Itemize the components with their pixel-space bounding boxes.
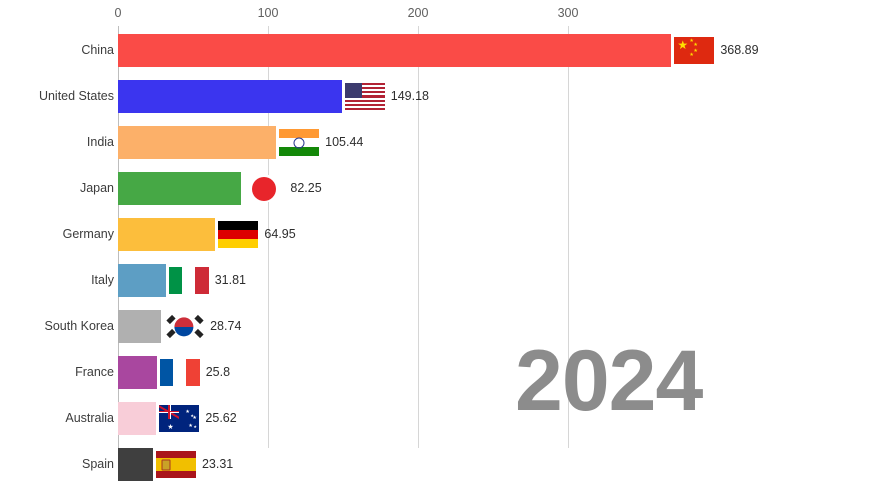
bar-row: Japan 82.25 — [0, 172, 871, 205]
bar — [118, 402, 157, 435]
bar-row: India 105.44 — [0, 126, 871, 159]
bar-category-label: South Korea — [44, 318, 115, 333]
axis-tick-label-0: 0 — [114, 6, 122, 20]
bar-row: Spain 23.31 — [0, 448, 871, 481]
bar-category-label: Italy — [91, 272, 114, 287]
bar-category-label: China — [81, 42, 114, 57]
bar — [118, 80, 342, 113]
bar-category-label: Germany — [62, 226, 114, 241]
flag-icon-kr — [164, 313, 205, 340]
bar-value-label: 28.74 — [210, 318, 242, 333]
bar — [118, 218, 216, 251]
bar — [118, 310, 162, 343]
axis-tick-label-200: 200 — [407, 6, 429, 20]
bar-value-label: 25.8 — [205, 364, 231, 379]
axis-tick-label-100: 100 — [257, 6, 279, 20]
bar — [118, 172, 242, 205]
gridline-300 — [568, 26, 569, 448]
bar-row: France 25.8 — [0, 356, 871, 389]
bar-value-label: 31.81 — [214, 272, 246, 287]
bar-value-label: 64.95 — [264, 226, 296, 241]
flag-icon-de — [218, 221, 259, 248]
bar-category-label: United States — [38, 88, 114, 103]
bar-value-label: 82.25 — [290, 180, 322, 195]
bar-category-label: Spain — [82, 456, 114, 471]
axis-tick-label-300: 300 — [557, 6, 579, 20]
gridline-100 — [268, 26, 269, 448]
bar-row: Italy 31.81 — [0, 264, 871, 297]
year-label: 2024 — [515, 333, 703, 429]
bar-row: Germany 64.95 — [0, 218, 871, 251]
bar-category-label: France — [75, 364, 114, 379]
bar-category-label: Japan — [79, 180, 114, 195]
flag-icon-us — [344, 83, 385, 110]
bar-row: South Korea 28.74 — [0, 310, 871, 343]
gridline-200 — [418, 26, 419, 448]
bar-value-label: 368.89 — [720, 42, 759, 57]
flag-icon-jp — [244, 175, 285, 202]
flag-icon-es — [155, 451, 196, 478]
flag-icon-fr — [159, 359, 200, 386]
flag-icon-it — [168, 267, 209, 294]
bar-value-label: 105.44 — [325, 134, 364, 149]
bar-value-label: 25.62 — [205, 410, 237, 425]
bar-value-label: 149.18 — [390, 88, 429, 103]
bar — [118, 126, 277, 159]
flag-icon-cn: ★ ★ ★ ★ ★ — [674, 37, 715, 64]
bar — [118, 34, 672, 67]
flag-icon-au: ★ ★ ★ ★ ★ ★ — [159, 405, 200, 432]
bar-row: China ★ ★ ★ ★ ★ 368.89 — [0, 34, 871, 67]
flag-icon-in — [279, 129, 320, 156]
bar-category-label: India — [86, 134, 114, 149]
bar-value-label: 23.31 — [201, 456, 234, 471]
bar-category-label: Australia — [65, 410, 114, 425]
bar — [118, 356, 157, 389]
bar — [118, 264, 166, 297]
bar-row: United States 149.18 — [0, 80, 871, 113]
bar-row: Australia ★ ★ ★ ★ ★ ★ 25.62 — [0, 402, 871, 435]
bar — [118, 448, 153, 481]
